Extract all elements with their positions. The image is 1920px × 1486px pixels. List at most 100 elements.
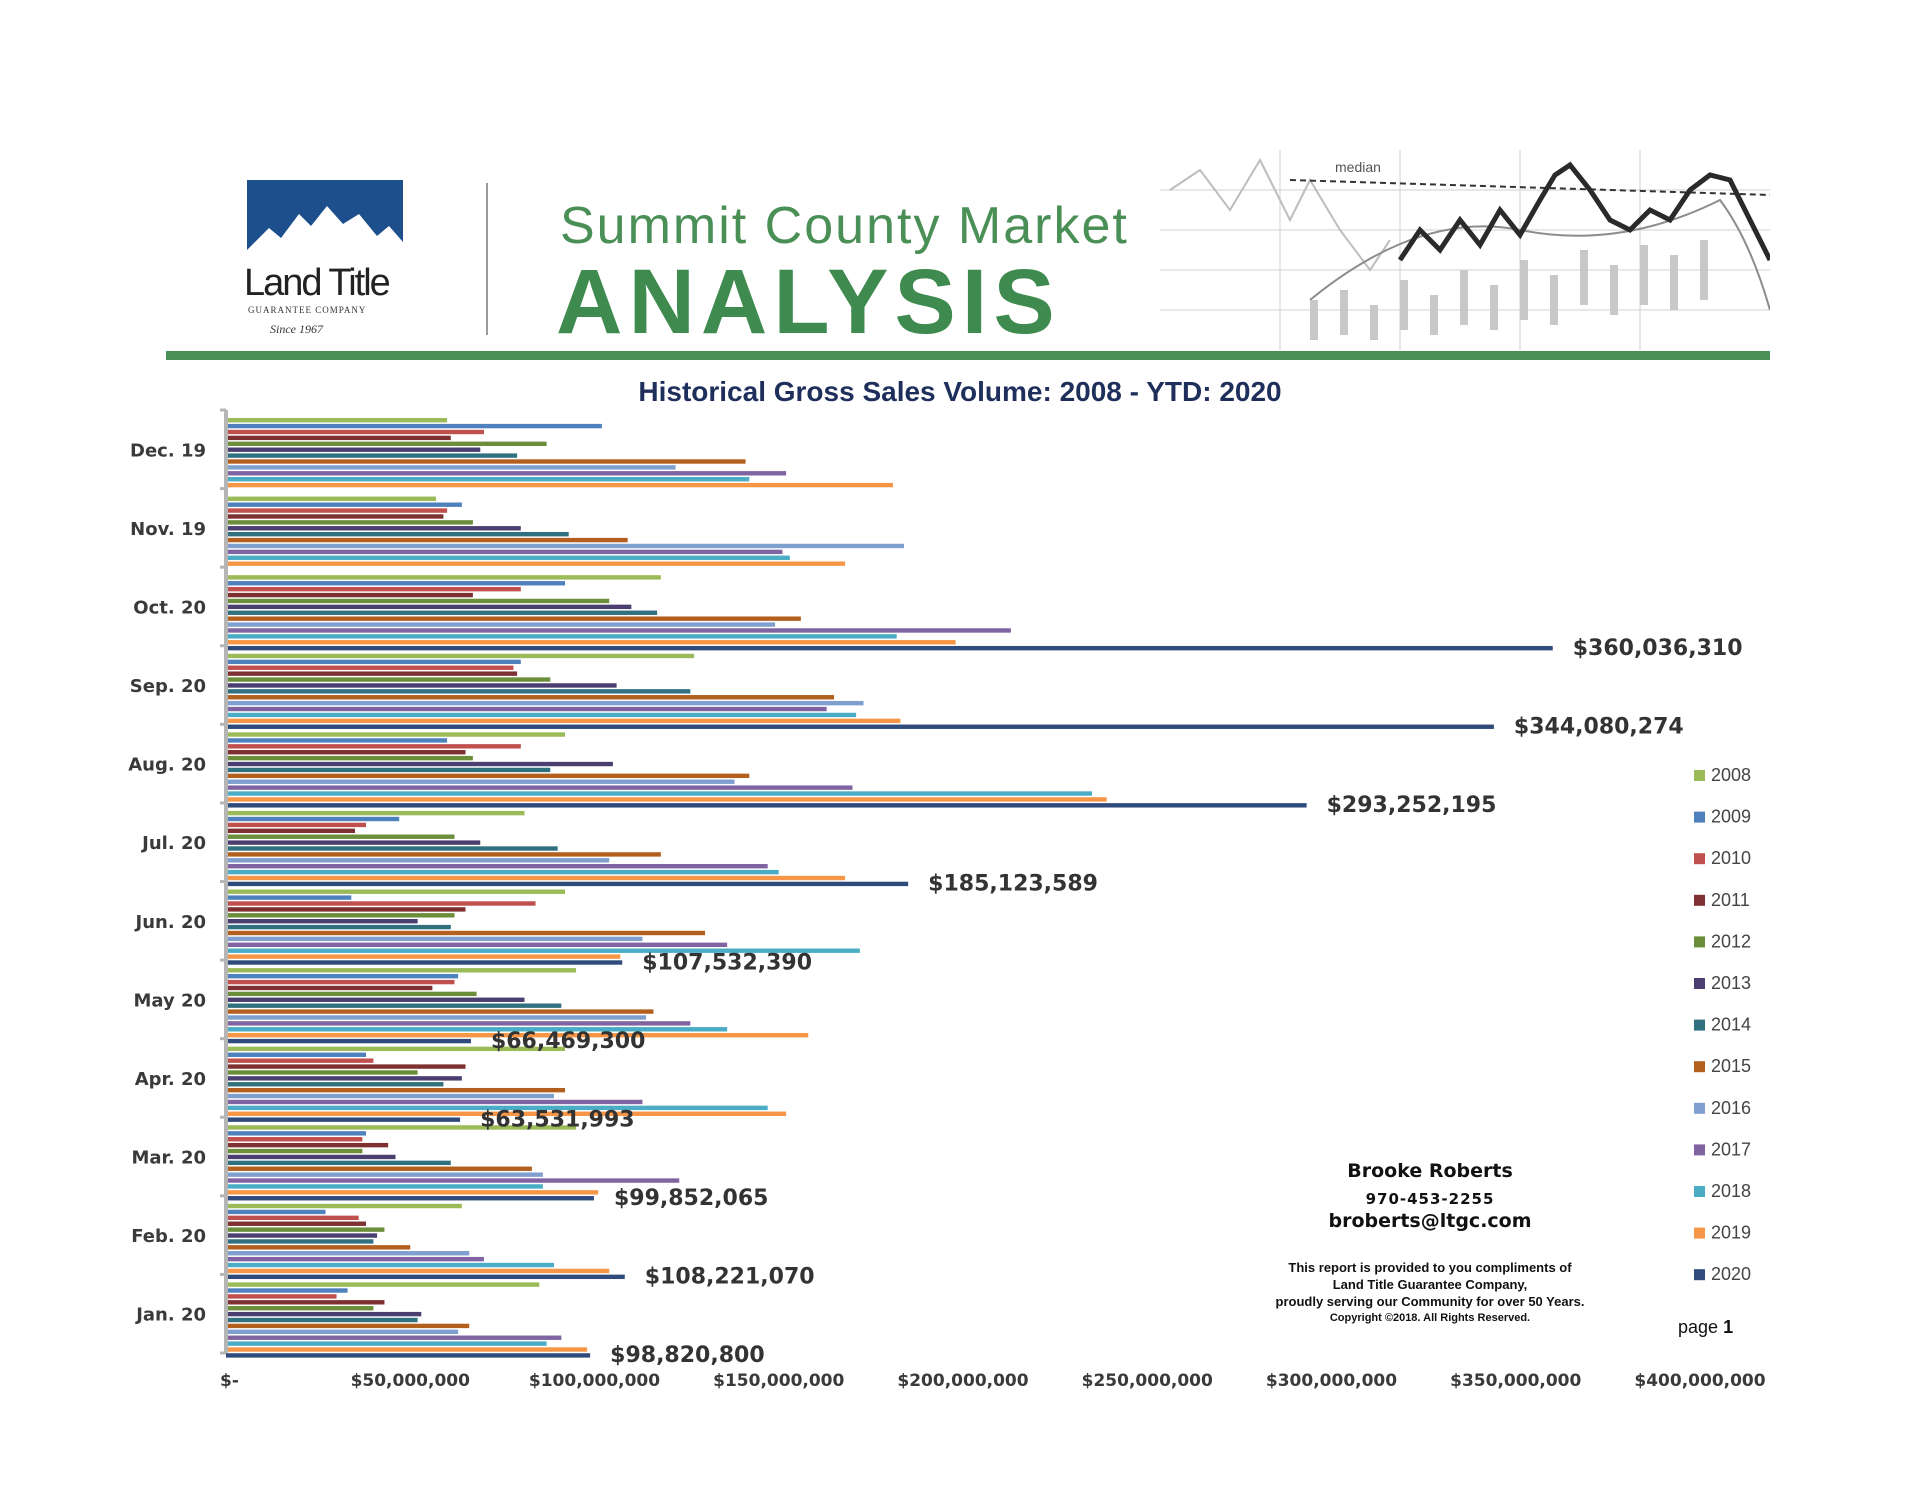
x-tick-label: $- bbox=[220, 1371, 239, 1391]
bar-2019 bbox=[226, 954, 621, 959]
bar-2012 bbox=[226, 598, 610, 604]
disclaimer-line: proudly serving our Community for over 5… bbox=[1275, 1294, 1585, 1309]
bar-2015 bbox=[226, 616, 801, 621]
bar-2020 bbox=[226, 960, 623, 965]
bar-2011 bbox=[226, 828, 355, 834]
bar-2014 bbox=[226, 767, 551, 773]
x-tick-label: $400,000,000 bbox=[1634, 1371, 1765, 1391]
bar-2018 bbox=[226, 555, 790, 560]
category-label: Nov. 19 bbox=[130, 519, 206, 540]
bar-2016 bbox=[226, 1329, 459, 1335]
graphic-candles bbox=[1310, 240, 1708, 340]
bar-2009 bbox=[226, 738, 448, 743]
bar-2019 bbox=[226, 875, 846, 881]
bar-2008 bbox=[226, 496, 437, 501]
page-label: page bbox=[1678, 1317, 1719, 1337]
bar-2008 bbox=[226, 968, 577, 973]
logo-mountains-icon bbox=[247, 206, 403, 268]
category-label: Oct. 20 bbox=[133, 597, 206, 618]
header-divider bbox=[486, 183, 488, 335]
bar-2011 bbox=[226, 985, 433, 991]
bar-2008 bbox=[226, 1203, 462, 1209]
bar-2019 bbox=[226, 1111, 787, 1116]
data-label-2020: $107,532,390 bbox=[642, 950, 812, 975]
bar-2010 bbox=[226, 1294, 337, 1299]
bar-2012 bbox=[226, 913, 455, 918]
legend-label-2019: 2019 bbox=[1711, 1223, 1751, 1243]
bar-2010 bbox=[226, 1215, 359, 1221]
bar-2017 bbox=[226, 628, 1011, 633]
bar-2015 bbox=[226, 459, 746, 464]
legend-swatch-2015 bbox=[1694, 1061, 1705, 1073]
bar-2016 bbox=[226, 1093, 554, 1099]
logo-brand-name: Land Title bbox=[244, 262, 391, 304]
bar-2013 bbox=[226, 840, 481, 845]
category-label: Jan. 20 bbox=[134, 1305, 206, 1326]
bar-2020 bbox=[226, 1038, 471, 1044]
bar-2014 bbox=[226, 453, 518, 458]
data-label-2020: $66,469,300 bbox=[491, 1029, 645, 1054]
bar-2012 bbox=[226, 520, 473, 525]
x-tick-label: $250,000,000 bbox=[1082, 1371, 1213, 1391]
bar-2008 bbox=[226, 653, 694, 659]
legend-swatch-2017 bbox=[1694, 1144, 1705, 1156]
bar-2018 bbox=[226, 1341, 547, 1346]
category-label: May 20 bbox=[133, 990, 206, 1011]
bar-2020 bbox=[226, 1353, 591, 1358]
bar-2016 bbox=[226, 465, 676, 470]
bar-2019 bbox=[226, 797, 1107, 802]
data-label-2020: $360,036,310 bbox=[1573, 636, 1743, 661]
bar-2015 bbox=[226, 1323, 470, 1329]
header-stock-chart-graphic: median bbox=[1160, 150, 1770, 350]
bar-2010 bbox=[226, 586, 521, 592]
bar-2011 bbox=[226, 514, 444, 519]
x-tick-label: $100,000,000 bbox=[529, 1371, 660, 1391]
bar-2013 bbox=[226, 526, 521, 531]
header-title-big: ANALYSIS bbox=[556, 251, 1061, 353]
x-tick-label: $150,000,000 bbox=[713, 1371, 844, 1391]
category-label: Feb. 20 bbox=[131, 1226, 206, 1247]
contact-name: Brooke Roberts bbox=[1347, 1160, 1513, 1182]
legend-label-2012: 2012 bbox=[1711, 931, 1751, 951]
header-green-rule bbox=[166, 351, 1770, 360]
bar-2014 bbox=[226, 1082, 444, 1087]
bar-2018 bbox=[226, 712, 857, 718]
bar-2019 bbox=[226, 561, 846, 566]
legend-label-2016: 2016 bbox=[1711, 1098, 1751, 1118]
page-indicator: page 1 bbox=[1678, 1317, 1733, 1338]
bar-2017 bbox=[226, 1099, 643, 1105]
bar-2019 bbox=[226, 1190, 599, 1195]
data-label-2020: $63,531,993 bbox=[480, 1107, 634, 1132]
graphic-median-label: median bbox=[1335, 159, 1381, 175]
bar-2011 bbox=[226, 671, 518, 676]
bar-2019 bbox=[226, 482, 893, 488]
bar-2013 bbox=[226, 919, 418, 924]
contact-email[interactable]: broberts@ltgc.com bbox=[1328, 1210, 1532, 1232]
data-label-2020: $344,080,274 bbox=[1514, 715, 1684, 740]
bar-2012 bbox=[226, 755, 473, 761]
category-label: Dec. 19 bbox=[130, 440, 206, 461]
bar-2008 bbox=[226, 732, 566, 737]
bar-2013 bbox=[226, 683, 617, 688]
bar-2008 bbox=[226, 889, 566, 894]
bar-2015 bbox=[226, 852, 661, 857]
bar-2012 bbox=[226, 1070, 418, 1075]
bar-2011 bbox=[226, 1300, 385, 1305]
logo-brand-since: Since 1967 bbox=[270, 322, 323, 336]
bar-2018 bbox=[226, 1262, 554, 1268]
bar-2011 bbox=[226, 592, 473, 598]
bar-2017 bbox=[226, 1178, 680, 1183]
x-tick-label: $50,000,000 bbox=[351, 1371, 471, 1391]
bar-2009 bbox=[226, 1052, 367, 1057]
bar-2014 bbox=[226, 610, 658, 615]
bar-2012 bbox=[226, 1306, 374, 1311]
bar-2009 bbox=[226, 973, 459, 979]
bar-2010 bbox=[226, 822, 367, 828]
legend-swatch-2013 bbox=[1694, 978, 1705, 989]
axis-layer: Dec. 19 Nov. 19 Oct. 20 Sep. 20 Aug. 20 Jul. … bbox=[128, 408, 1766, 1391]
bar-2019 bbox=[226, 640, 956, 645]
bar-2020 bbox=[226, 645, 1553, 651]
bar-2019 bbox=[226, 1032, 809, 1038]
bar-2012 bbox=[226, 991, 477, 997]
x-tick-label: $300,000,000 bbox=[1266, 1371, 1397, 1391]
